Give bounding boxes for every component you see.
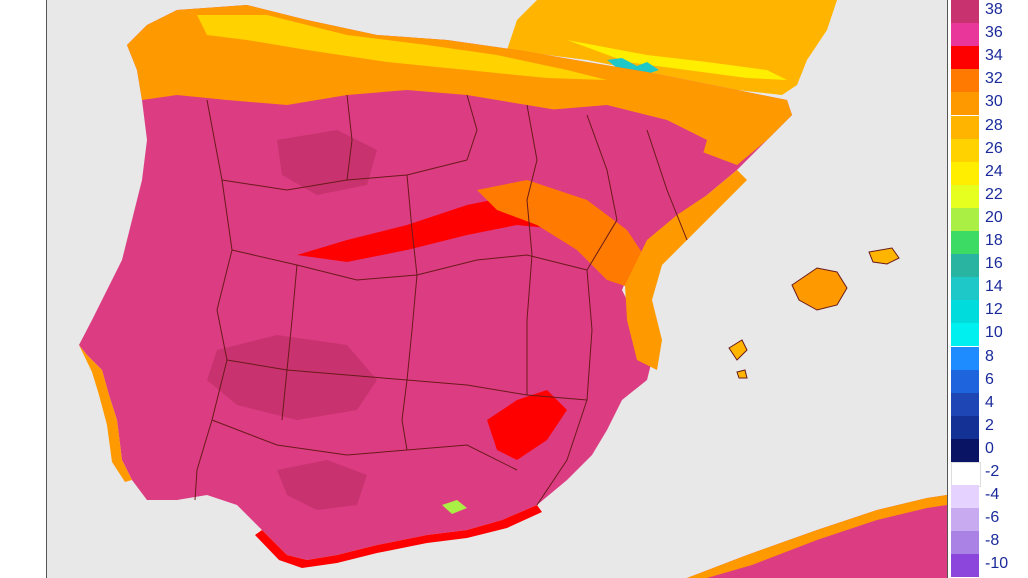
region-borders [194,94,688,506]
legend-label: 28 [985,117,1003,134]
ebro-hot [547,105,707,185]
legend-swatch [951,23,979,47]
legend-label: 10 [985,324,1003,341]
legend-swatch [951,0,979,24]
mallorca [791,267,848,311]
temperature-legend: 38 36 34 32 30 28 26 24 22 20 18 16 14 12 10 8 6 4 2 0 -2 -4-… [951,0,1028,578]
menorca [868,247,900,265]
legend-label: 14 [985,278,1003,295]
legend-swatch [951,416,979,440]
legend-label: 30 [985,93,1003,110]
cantabrian-mild [197,15,607,80]
legend-label: 18 [985,232,1003,249]
sierra-nevada-cool [442,500,467,514]
france-cool-band [567,40,787,80]
legend-label: 22 [985,186,1003,203]
legend-label: 8 [985,348,994,365]
guadiana-core [207,335,377,420]
legend-label: 16 [985,255,1003,272]
legend-label: 38 [985,1,1003,18]
legend-label: -6 [985,509,1000,526]
pyrenees-cool-spots [607,58,659,74]
legend-label: 34 [985,47,1003,64]
legend-swatch [951,370,979,394]
legend-swatch [951,69,979,93]
legend-swatch [951,92,979,116]
legend-swatch [951,116,979,140]
legend-label: 36 [985,24,1003,41]
legend-label: -4 [985,486,1000,503]
temperature-map [46,0,948,578]
legend-swatch [951,300,979,324]
legend-swatch [951,231,979,255]
legend-label: -10 [985,555,1009,572]
southeast-warm [487,390,567,460]
legend-swatch [951,462,981,487]
legend-swatch [951,439,979,463]
legend-swatch [951,185,979,209]
legend-swatch [951,46,979,70]
legend-label: 26 [985,140,1003,157]
east-coast-band [625,170,747,370]
legend-label: 32 [985,70,1003,87]
legend-label: 24 [985,163,1003,180]
legend-swatch [951,347,979,371]
legend-label: 0 [985,440,994,457]
legend-swatch [951,254,979,278]
map-svg [47,0,947,578]
duero-core [277,130,377,195]
legend-label: -8 [985,532,1000,549]
iberian-range-band [477,180,647,290]
legend-swatch [951,485,979,509]
legend-label: -2 [985,463,1000,480]
legend-swatch [951,162,979,186]
legend-swatch [951,208,979,232]
legend-swatch [951,139,979,163]
ibiza [728,339,748,361]
portugal-coast-fringe [79,345,132,482]
formentera [736,369,748,379]
legend-label: 4 [985,394,994,411]
legend-swatch [951,393,979,417]
legend-swatch [951,508,979,532]
legend-swatch [951,277,979,301]
legend-swatch [951,554,979,578]
guadalquivir-core [277,460,367,510]
legend-label: 12 [985,301,1003,318]
legend-swatch [951,323,979,347]
legend-swatch [951,531,979,555]
legend-label: 20 [985,209,1003,226]
north-africa-coast [687,495,947,578]
legend-label: 6 [985,371,994,388]
legend-label: 2 [985,417,994,434]
